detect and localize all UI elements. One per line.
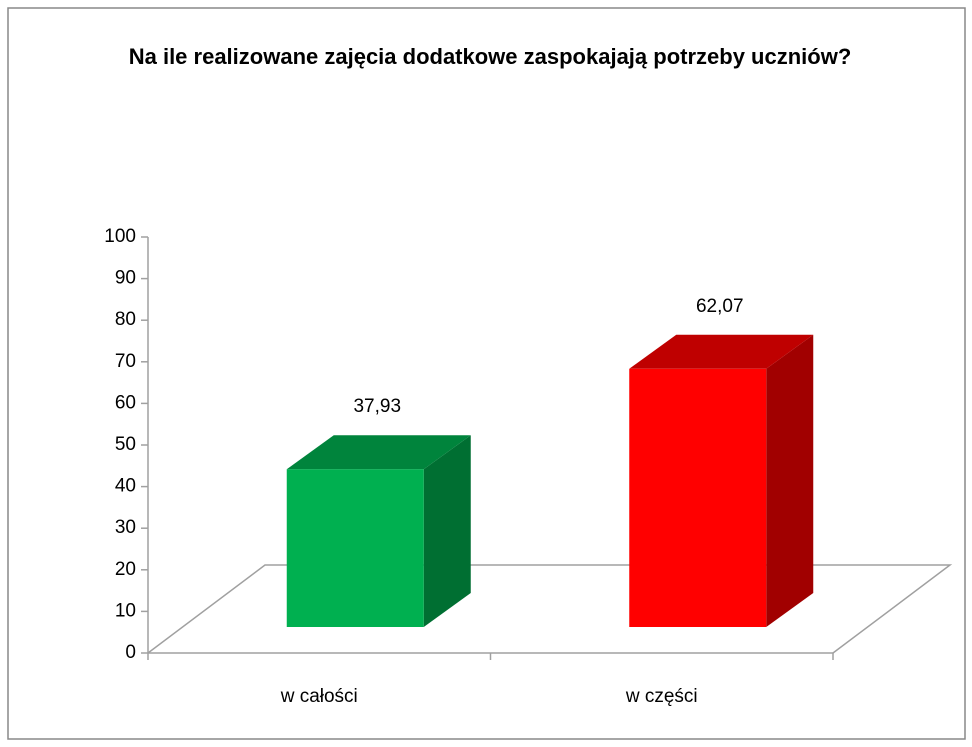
chart-title: Na ile realizowane zajęcia dodatkowe zas… [128,44,852,69]
x-tick-label: w całości [280,686,358,707]
x-tick-label: w części [625,686,698,707]
y-tick-label: 50 [115,434,136,455]
y-tick-label: 70 [115,351,136,372]
bar [286,469,424,627]
y-tick-label: 10 [115,600,136,621]
bar-top [286,435,471,470]
y-tick-label: 80 [115,309,136,330]
y-tick-label: 0 [125,642,136,663]
bar-side [766,334,814,627]
y-tick-label: 20 [115,559,136,580]
bar-top [629,334,814,369]
data-label: 62,07 [696,296,744,317]
bar [629,368,767,627]
y-tick-label: 40 [115,476,136,497]
y-tick-label: 100 [104,226,136,247]
floor [147,564,953,654]
bar-side [423,435,471,627]
y-tick-label: 30 [115,517,136,538]
title-box: Na ile realizowane zajęcia dodatkowe zas… [128,44,852,69]
data-label: 37,93 [353,396,401,417]
y-tick-label: 60 [115,392,136,413]
y-tick-label: 90 [115,268,136,289]
